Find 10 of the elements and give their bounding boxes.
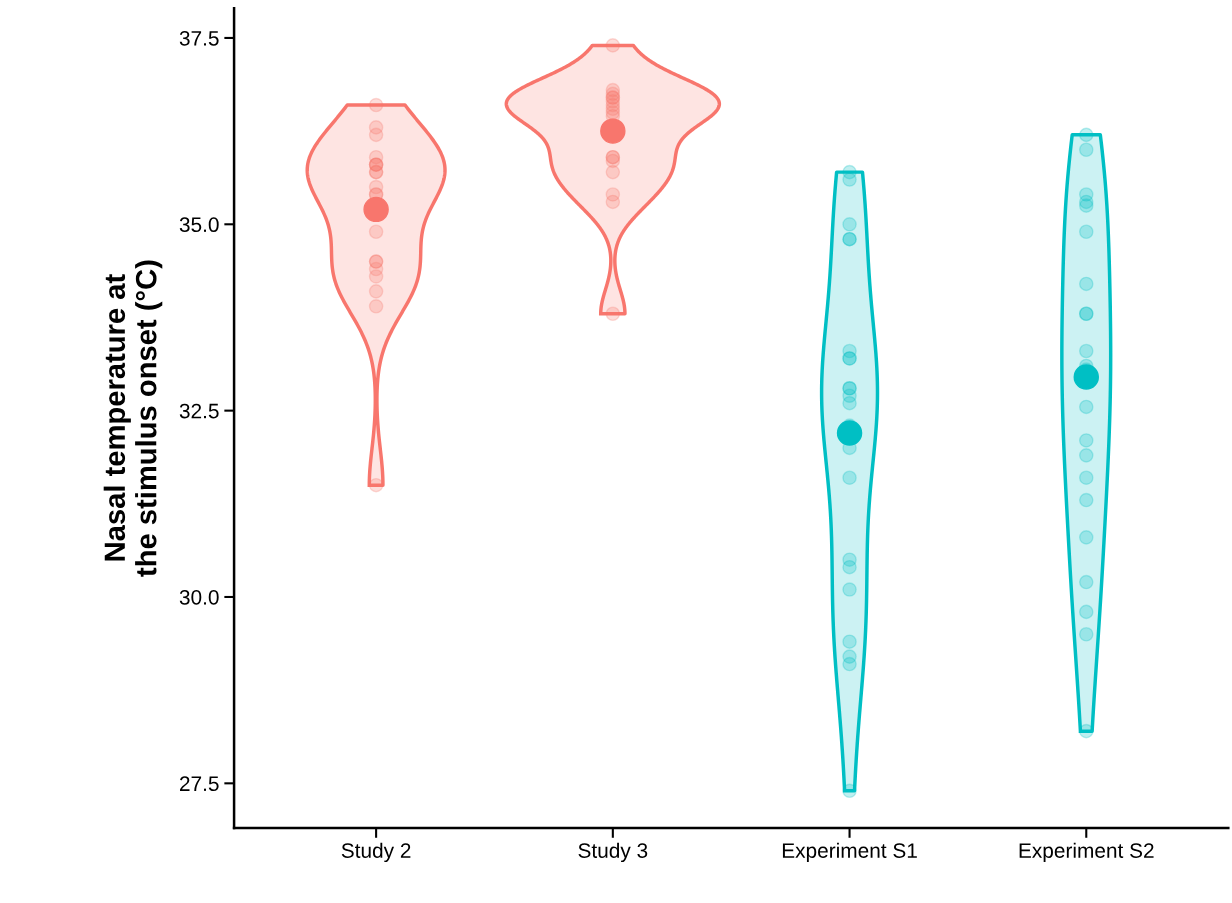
y-tick-label: 35.0 (179, 217, 219, 233)
y-tick-label: 27.5 (180, 776, 219, 792)
y-tick-label: 32.5 (179, 403, 219, 419)
x-tick-label: Experiment S1 (782, 842, 917, 863)
x-tick-label: Study 3 (578, 842, 648, 863)
y-tick-label: 30.0 (179, 589, 219, 605)
x-tick-label: Experiment S2 (1019, 842, 1154, 863)
y-tick-label: 37.5 (179, 30, 219, 46)
y-axis-title: Nasal temperature at the stimulus onset (°C) (103, 260, 163, 577)
x-tick-label: Study 2 (341, 842, 411, 863)
